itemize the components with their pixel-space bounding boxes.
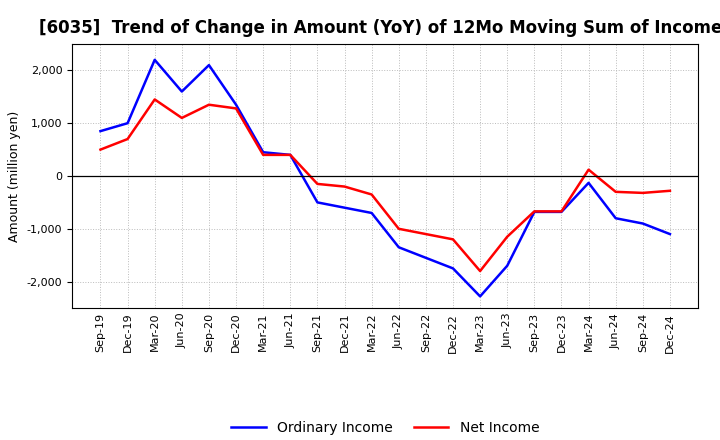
Ordinary Income	[204, 62, 213, 68]
Net Income	[150, 97, 159, 102]
Net Income	[286, 152, 294, 158]
Net Income	[611, 189, 620, 194]
Net Income	[449, 237, 457, 242]
Net Income	[421, 231, 430, 237]
Line: Ordinary Income: Ordinary Income	[101, 60, 670, 297]
Ordinary Income	[313, 200, 322, 205]
Ordinary Income	[232, 102, 240, 107]
Net Income	[341, 184, 349, 189]
Y-axis label: Amount (million yen): Amount (million yen)	[8, 110, 21, 242]
Net Income	[530, 209, 539, 214]
Ordinary Income	[557, 209, 566, 215]
Ordinary Income	[503, 263, 511, 268]
Net Income	[96, 147, 105, 152]
Legend: Ordinary Income, Net Income: Ordinary Income, Net Income	[225, 415, 545, 440]
Net Income	[584, 167, 593, 172]
Ordinary Income	[367, 210, 376, 216]
Net Income	[557, 209, 566, 214]
Ordinary Income	[123, 121, 132, 126]
Ordinary Income	[150, 57, 159, 62]
Net Income	[665, 188, 674, 194]
Net Income	[503, 234, 511, 239]
Net Income	[313, 181, 322, 187]
Ordinary Income	[421, 255, 430, 260]
Net Income	[367, 192, 376, 197]
Ordinary Income	[96, 128, 105, 134]
Ordinary Income	[584, 180, 593, 186]
Net Income	[476, 268, 485, 274]
Ordinary Income	[611, 216, 620, 221]
Ordinary Income	[665, 231, 674, 237]
Net Income	[204, 102, 213, 107]
Net Income	[395, 226, 403, 231]
Ordinary Income	[341, 205, 349, 210]
Ordinary Income	[259, 150, 268, 155]
Ordinary Income	[449, 266, 457, 271]
Ordinary Income	[530, 209, 539, 215]
Net Income	[639, 190, 647, 195]
Line: Net Income: Net Income	[101, 99, 670, 271]
Net Income	[232, 106, 240, 111]
Net Income	[178, 115, 186, 121]
Net Income	[123, 136, 132, 142]
Ordinary Income	[395, 245, 403, 250]
Ordinary Income	[639, 221, 647, 226]
Ordinary Income	[286, 152, 294, 158]
Title: [6035]  Trend of Change in Amount (YoY) of 12Mo Moving Sum of Incomes: [6035] Trend of Change in Amount (YoY) o…	[39, 19, 720, 37]
Ordinary Income	[476, 294, 485, 299]
Net Income	[259, 152, 268, 158]
Ordinary Income	[178, 89, 186, 94]
